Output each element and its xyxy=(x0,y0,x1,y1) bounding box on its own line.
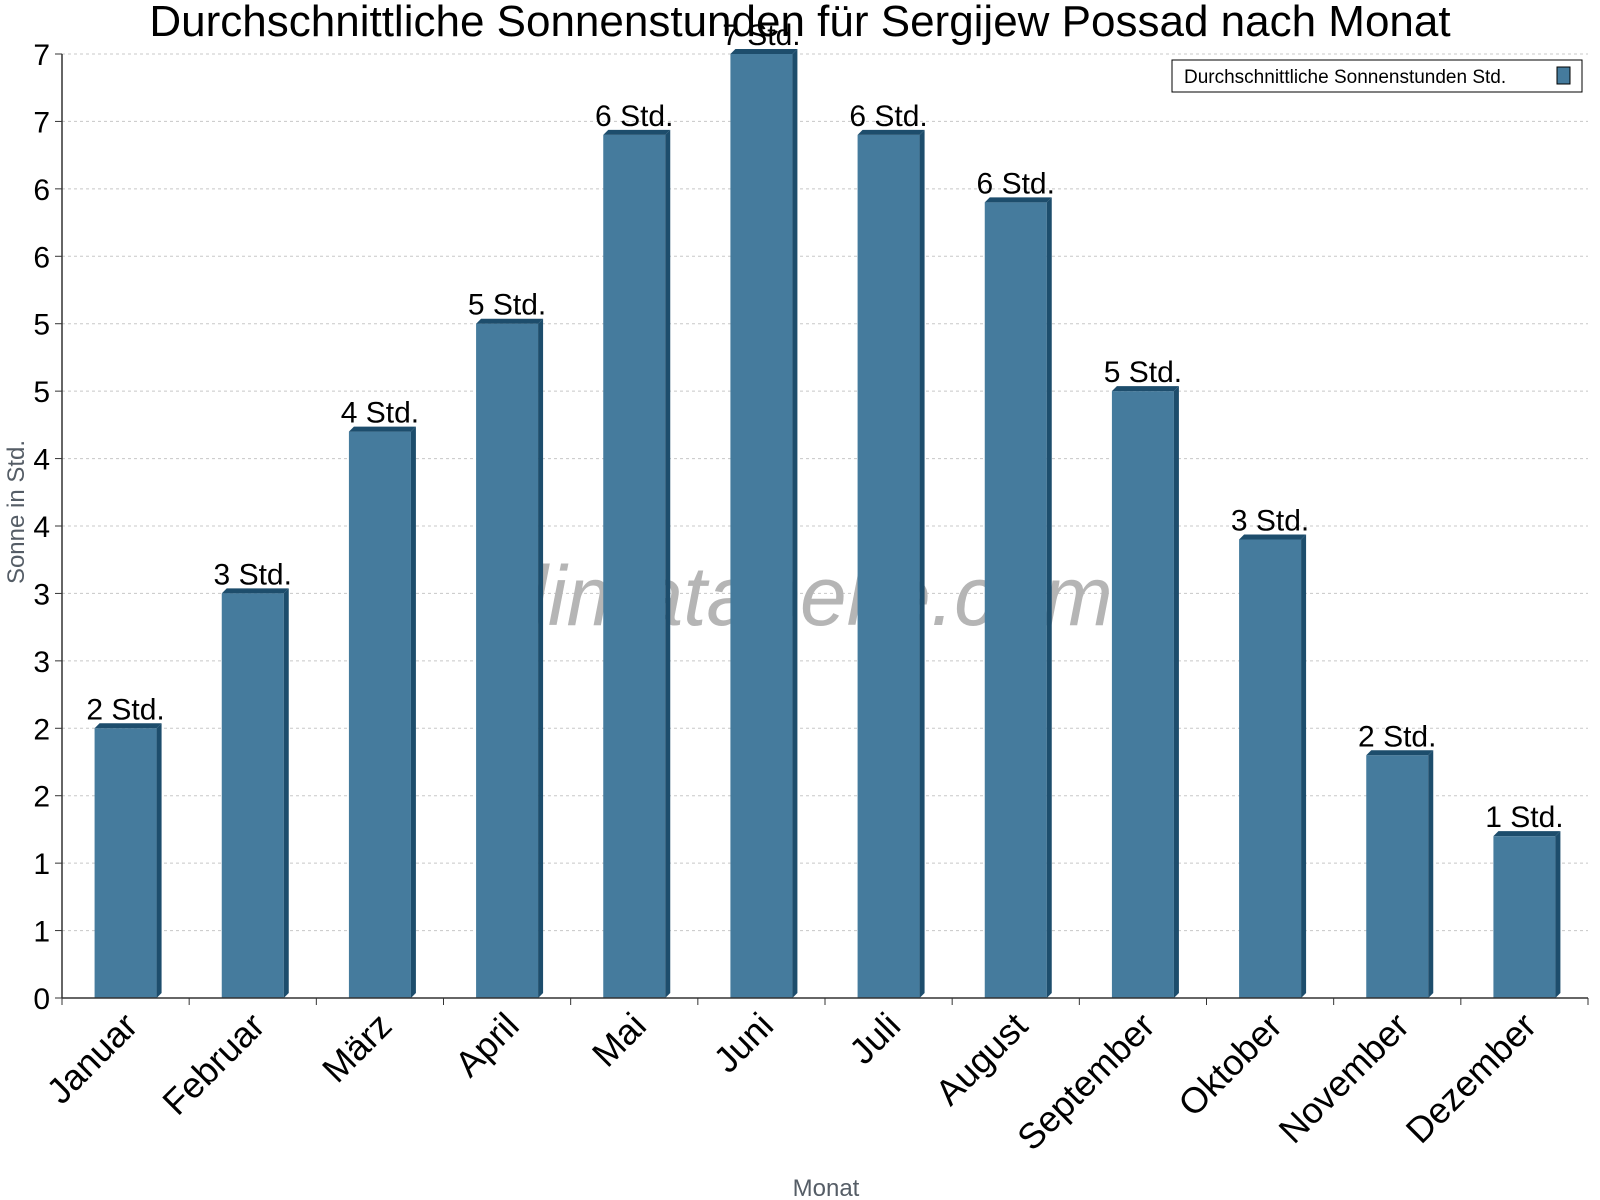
y-tick-label: 4 xyxy=(33,444,50,477)
bar-side xyxy=(1173,386,1179,999)
data-label: 7 Std. xyxy=(722,19,800,52)
y-tick-labels: 0 1 1 2 2 3 3 4 4 5 5 6 6 7 7 xyxy=(33,39,50,1016)
x-tick-label: Januar xyxy=(38,1005,145,1112)
x-axis-label: Monat xyxy=(793,1175,860,1200)
bar xyxy=(603,134,666,998)
y-tick-label: 0 xyxy=(33,983,50,1016)
x-tick-label: Mai xyxy=(584,1005,654,1075)
data-label: 3 Std. xyxy=(1231,504,1309,537)
data-label: 2 Std. xyxy=(86,693,164,726)
y-tick-label: 6 xyxy=(33,241,50,274)
x-tick-label: September xyxy=(1009,1005,1163,1159)
chart-title: Durchschnittliche Sonnenstunden für Serg… xyxy=(149,0,1450,46)
data-label: 6 Std. xyxy=(595,100,673,133)
bar-top xyxy=(603,129,671,135)
bar-top xyxy=(1366,750,1434,756)
x-tick-label: April xyxy=(447,1005,527,1085)
grid-lines xyxy=(62,53,1588,932)
data-label: 4 Std. xyxy=(341,397,419,430)
bar xyxy=(730,54,793,998)
bar-top xyxy=(984,197,1052,203)
bar xyxy=(984,202,1047,999)
x-tick-label: Juli xyxy=(841,1005,908,1072)
y-tick-label: 6 xyxy=(33,174,50,207)
bar-top xyxy=(348,426,416,432)
bar xyxy=(94,728,157,998)
bar xyxy=(1111,391,1174,999)
data-label: 2 Std. xyxy=(1358,720,1436,753)
bar-side xyxy=(538,318,544,998)
bar xyxy=(221,593,284,998)
bar xyxy=(348,431,411,999)
data-label: 6 Std. xyxy=(977,167,1055,200)
x-tick-label: August xyxy=(927,1005,1035,1113)
y-tick-label: 3 xyxy=(33,578,50,611)
bar-top xyxy=(730,49,798,54)
bar-side xyxy=(919,129,925,998)
bars xyxy=(94,49,1561,999)
bar-side xyxy=(410,426,416,999)
x-tick-label: Oktober xyxy=(1170,1005,1290,1125)
bar-side xyxy=(1046,197,1052,999)
legend-box xyxy=(1171,59,1583,93)
bar-top xyxy=(221,588,289,594)
data-label: 5 Std. xyxy=(468,289,546,322)
y-tick-label: 1 xyxy=(33,916,50,949)
x-tick-label: März xyxy=(314,1005,400,1091)
bar-top xyxy=(94,723,162,729)
bar-top xyxy=(1111,386,1179,392)
x-tick-label: Dezember xyxy=(1398,1005,1544,1151)
y-tick-label: 2 xyxy=(33,713,50,746)
legend-label: Durchschnittliche Sonnenstunden Std. xyxy=(1184,67,1506,88)
bar-side xyxy=(156,723,162,998)
bar-top xyxy=(1239,534,1307,540)
x-tick-label: Februar xyxy=(154,1005,272,1123)
data-label: 1 Std. xyxy=(1485,801,1563,834)
y-tick-label: 5 xyxy=(33,376,50,409)
y-tick-label: 7 xyxy=(33,39,50,72)
bar-top xyxy=(1493,831,1561,837)
x-tick-label: Juni xyxy=(705,1005,781,1081)
bar-side xyxy=(792,49,798,998)
bar-side xyxy=(1555,831,1561,998)
legend-swatch xyxy=(1556,66,1571,85)
legend: Durchschnittliche Sonnenstunden Std. xyxy=(1171,59,1583,93)
x-tick-label: November xyxy=(1270,1005,1416,1151)
y-tick-label: 1 xyxy=(33,848,50,881)
bar-side xyxy=(1428,750,1434,998)
axes xyxy=(55,53,1589,1005)
bar xyxy=(1239,539,1302,998)
y-tick-label: 3 xyxy=(33,646,50,679)
bar-top xyxy=(476,318,544,324)
bar xyxy=(857,134,920,998)
bar-side xyxy=(665,129,671,998)
y-tick-label: 5 xyxy=(33,309,50,342)
data-labels: 2 Std. 3 Std. 4 Std. 5 Std. 6 Std. 7 Std. 6 St… xyxy=(86,19,1563,834)
y-tick-label: 7 xyxy=(33,106,50,139)
x-tick-labels: Januar Februar März April Mai Juni Juli AugustS… xyxy=(38,1005,1544,1159)
bar-side xyxy=(283,588,289,998)
bar xyxy=(476,323,539,998)
data-label: 6 Std. xyxy=(849,100,927,133)
bar-top xyxy=(857,129,925,135)
bar-side xyxy=(1301,534,1307,998)
y-tick-label: 2 xyxy=(33,781,50,814)
data-label: 5 Std. xyxy=(1104,356,1182,389)
bar xyxy=(1366,755,1429,998)
y-tick-label: 4 xyxy=(33,511,50,544)
bar xyxy=(1493,836,1556,998)
y-axis-label: Sonne in Std. xyxy=(3,440,30,584)
data-label: 3 Std. xyxy=(214,558,292,591)
